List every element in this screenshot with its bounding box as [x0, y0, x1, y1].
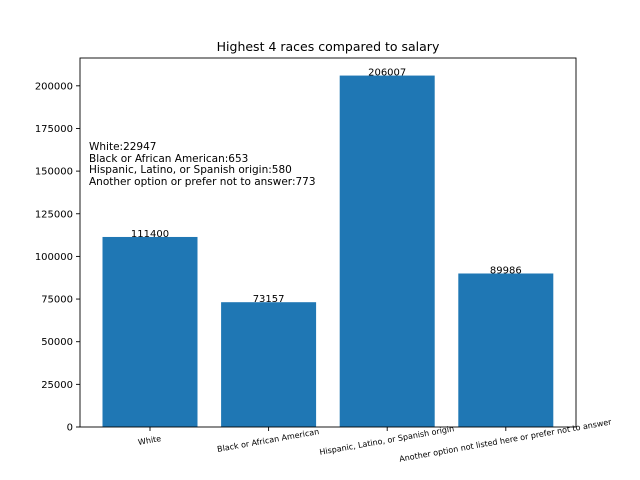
bar-value-label: 73157 — [253, 294, 285, 305]
y-tick-label: 75000 — [41, 295, 73, 306]
chart-title: Highest 4 races compared to salary — [217, 39, 440, 54]
bar — [102, 236, 198, 427]
y-tick-label: 25000 — [41, 380, 73, 391]
y-tick-label: 150000 — [35, 167, 73, 178]
annotation-line: Hispanic, Latino, or Spanish origin:580 — [89, 164, 292, 176]
y-tick-label: 125000 — [35, 209, 73, 220]
y-tick-label: 0 — [67, 423, 73, 434]
annotation-text: White:22947 Black or African American:65… — [89, 141, 316, 188]
y-tick-label: 175000 — [35, 124, 73, 135]
annotation-line: Black or African American:653 — [89, 153, 248, 165]
bar — [339, 75, 435, 427]
annotation-line: Another option or prefer not to answer:7… — [89, 176, 316, 188]
bar-value-label: 206007 — [368, 68, 406, 79]
x-tick-label: Black or African American — [216, 427, 319, 454]
bar-value-label: 111400 — [131, 229, 169, 240]
bar — [458, 273, 554, 427]
bar-value-label: 89986 — [490, 265, 522, 276]
plot-area: 0 25000 50000 75000 100000 125000 150000 175000… — [35, 68, 613, 464]
y-tick-label: 100000 — [35, 252, 73, 263]
x-tick-label: White — [137, 434, 162, 447]
annotation-line: White:22947 — [89, 141, 156, 153]
bar — [221, 302, 317, 427]
plot-frame — [79, 57, 577, 428]
y-tick-label: 50000 — [41, 337, 73, 348]
y-tick-label: 200000 — [35, 81, 73, 92]
